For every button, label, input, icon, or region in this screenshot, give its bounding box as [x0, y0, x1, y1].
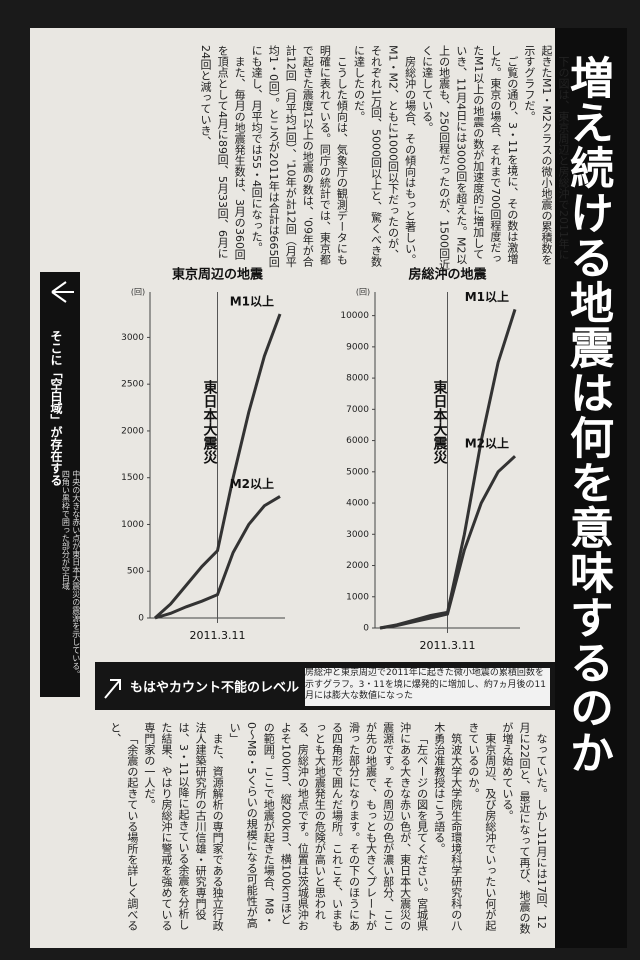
paragraph: こうした傾向は、気象庁の観測データにも明確に表れている。同庁の統計では、東京都で…: [250, 45, 349, 268]
y-tick-label: 6000: [346, 436, 369, 446]
y-tick-label: 7000: [346, 405, 369, 415]
chart-title: 東京周辺の地震: [172, 267, 264, 283]
banner-arrow: [104, 679, 121, 699]
y-tick-label: 3000: [346, 530, 369, 540]
series-label: M2以上: [465, 436, 509, 451]
unit-label: (回): [131, 288, 145, 297]
paragraph: 下の図は、東京周辺と房総沖で2011年に起きたM1・M2クラスの微小地震の累積数…: [522, 45, 570, 265]
y-tick-label: 4000: [346, 499, 369, 509]
arrow-icon: [51, 281, 74, 303]
annotation: 東日本大震災: [432, 379, 449, 465]
series-line: [379, 455, 517, 630]
y-tick-label: 0: [138, 614, 144, 624]
banner-caption: 房総沖と東京周辺で2011年に起きた微小地震の累積回数を示すグラフ。3・11を境…: [305, 668, 550, 706]
side-caption: 中央の大きな赤い点が東日本大震災の震源を示している。四角い黒枠で囲った部分が空白…: [61, 470, 81, 678]
annotation: 東日本大震災: [202, 379, 219, 465]
y-tick-label: 9000: [346, 342, 369, 352]
paragraph: 筑波大学大学院生命環境科学研究科の八木勇治准教授はこう語る。: [432, 722, 463, 931]
title-band: [555, 28, 627, 948]
y-tick-label: 0: [363, 624, 369, 634]
x-tick-label: 2011.3.11: [420, 639, 476, 652]
paragraph: 「余震の起きている場所を詳しく調べると、: [108, 722, 139, 931]
paragraph: なっていた。しかし11月には17回、12月に22回と、最近になって再び、地震の数…: [500, 722, 548, 934]
title: 増え続ける地震は何を意味するのか: [562, 55, 613, 775]
side-strip: [40, 272, 80, 697]
side-label: そこに「空白域」が存在する: [49, 330, 63, 486]
y-tick-label: 10000: [340, 311, 369, 321]
y-tick-label: 500: [127, 567, 144, 577]
y-tick-label: 3000: [121, 333, 144, 343]
series-label: M1以上: [230, 294, 274, 309]
series-line: [154, 495, 281, 620]
y-tick-label: 8000: [346, 374, 369, 384]
x-tick-label: 2011.3.11: [190, 629, 246, 642]
y-tick-label: 2000: [121, 426, 144, 436]
unit-label: (回): [356, 288, 370, 297]
paragraph: 房総沖の場合、その傾向はもっと著しい。M1・M2、ともに1000回以下だったのが…: [352, 45, 417, 267]
series-label: M2以上: [230, 476, 274, 491]
series-label: M1以上: [465, 289, 509, 304]
y-tick-label: 1500: [121, 473, 144, 483]
y-tick-label: 1000: [346, 592, 369, 602]
series-line: [153, 313, 282, 620]
y-tick-label: 5000: [346, 467, 369, 477]
magazine-page: [30, 28, 570, 948]
y-tick-label: 2000: [346, 561, 369, 571]
paragraph: ご覧の通り、3・11を境に、その数は激増した。東京の場合、それまで700回程度だ…: [420, 45, 519, 270]
paragraph: また、資源解析の専門家である独立行政法人建築研究所の古川信雄・研究専門役は、3・…: [142, 722, 225, 931]
paragraph: 東京周辺、及び房総沖でいったい何が起きているのか。: [466, 722, 497, 931]
y-tick-label: 1000: [121, 520, 144, 530]
y-tick-label: 2500: [121, 380, 144, 390]
banner-label: もはやカウント不能のレベル: [130, 680, 299, 696]
paragraph: 「左ページの図を見てください。宮城県沖にある大きな赤い色が、東日本大震災の震源で…: [228, 722, 429, 931]
chart-title: 房総沖の地震: [408, 267, 487, 283]
paragraph: また、毎月の地震発生数は、3月の360回を頂点として4月に89回、5月33回、6…: [199, 45, 247, 260]
body-bottom: なっていた。しかし11月には17回、12月に22回と、最近になって再び、地震の数…: [70, 722, 550, 934]
body-top: 下の図は、東京周辺と房総沖で2011年に起きたM1・M2クラスの微小地震の累積数…: [62, 45, 572, 270]
